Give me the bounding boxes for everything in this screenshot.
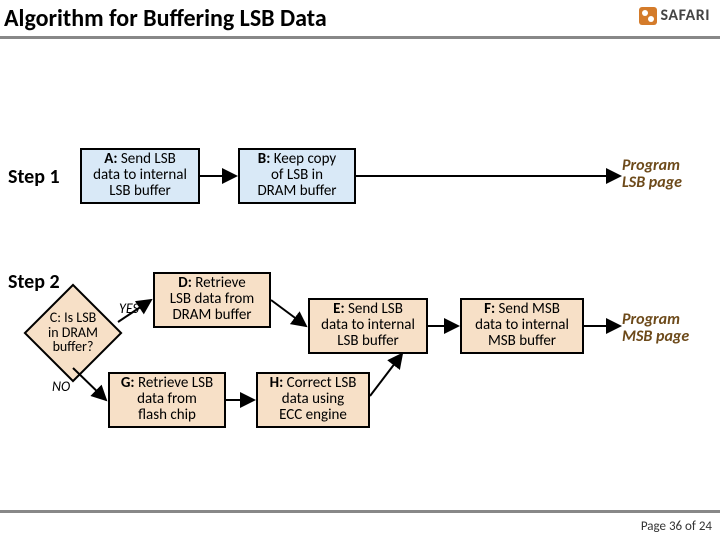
box-a: A: Send LSBdata to internalLSB buffer [80,148,200,204]
edge-yes: YES [119,300,139,317]
diamond-c: C: Is LSBin DRAMbuffer? [38,298,108,368]
box-f: F: Send MSBdata to internalMSB buffer [460,298,584,354]
box-line: LSB buffer [86,184,194,200]
box-line: DRAM buffer [159,308,265,324]
divider-bottom [0,510,720,513]
box-e: E: Send LSBdata to internalLSB buffer [308,298,428,354]
logo-text: SAFARI [661,6,710,25]
diamond-c-text: C: Is LSBin DRAMbuffer? [38,298,108,368]
box-line: MSB buffer [466,334,578,350]
box-line: flash chip [114,408,220,424]
box-d: D: RetrieveLSB data fromDRAM buffer [153,272,271,328]
edge-no: NO [52,378,70,395]
page-number: Page 36 of 24 [641,519,712,534]
box-h: H: Correct LSBdata usingECC engine [256,372,370,428]
box-line: LSB buffer [314,334,422,350]
slide: Algorithm for Buffering LSB Data SAFARI … [0,0,720,540]
end-label-lsb: ProgramLSB page [622,158,682,192]
step-1-label: Step 1 [8,165,60,189]
box-g: G: Retrieve LSBdata fromflash chip [108,372,226,428]
box-line: DRAM buffer [244,184,350,200]
safari-logo-icon [639,7,657,25]
box-line: ECC engine [262,408,364,424]
step-2-label: Step 2 [8,270,60,294]
end-label-msb: ProgramMSB page [622,312,689,346]
box-prefix: G: [121,374,138,392]
arrows-layer [0,0,720,540]
box-b: B: Keep copyof LSB inDRAM buffer [238,148,356,204]
slide-title: Algorithm for Buffering LSB Data [4,4,327,33]
logo: SAFARI [639,6,710,25]
divider-top [0,36,720,39]
